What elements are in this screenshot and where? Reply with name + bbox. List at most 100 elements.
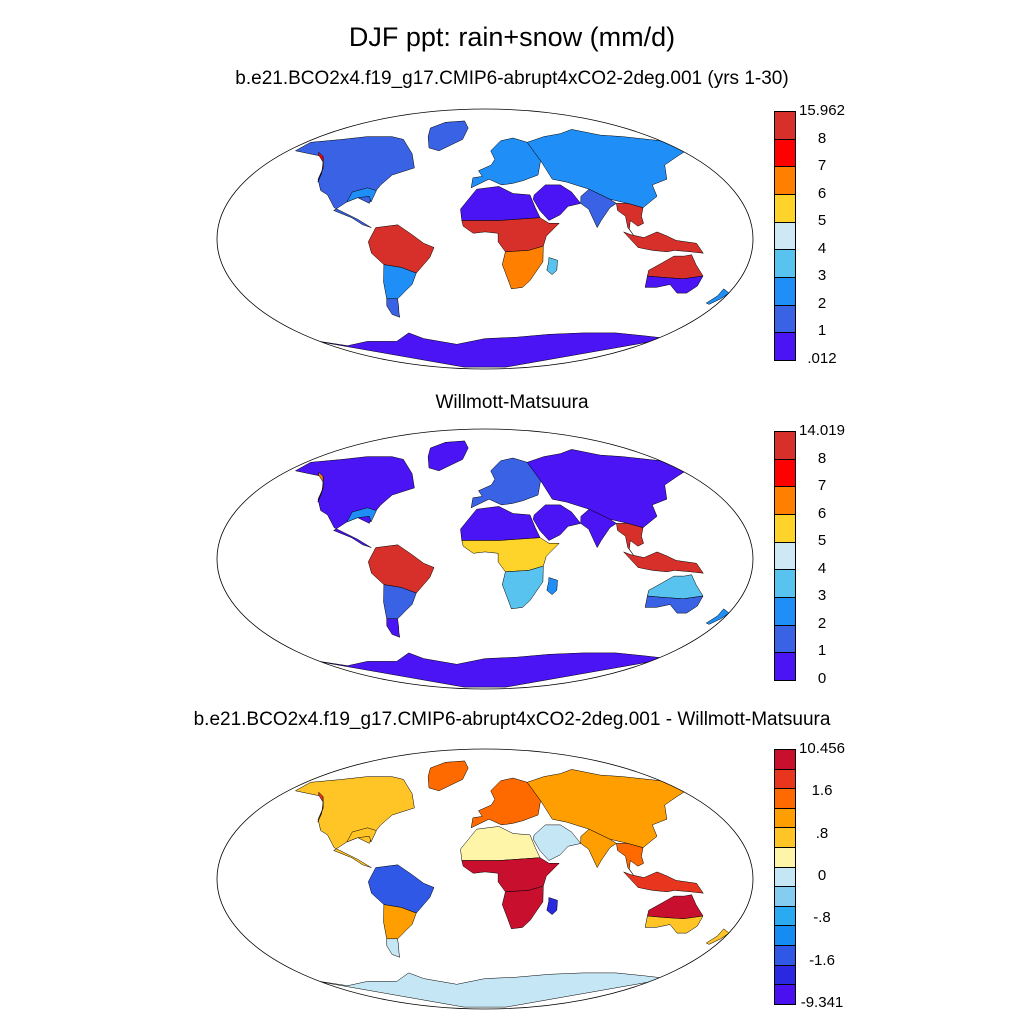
colorbar-label: 5 (817, 532, 827, 550)
colorbar-swatch (775, 569, 795, 598)
region-north-america (295, 456, 415, 548)
colorbar-label: 0 (817, 670, 827, 687)
colorbar-swatch (775, 624, 795, 653)
region-australia-south (644, 275, 704, 294)
region-south-america-south (383, 904, 417, 940)
colorbar-swatch (775, 945, 795, 965)
region-south-america-south (383, 264, 417, 300)
region-madagascar (546, 897, 558, 915)
region-europe (470, 137, 541, 189)
panel-1-title: b.e21.BCO2x4.f19_g17.CMIP6-abrupt4xCO2-2… (235, 68, 789, 89)
colorbar-swatch (775, 541, 795, 570)
region-nw-coast (317, 791, 324, 823)
region-middle-east (532, 184, 581, 221)
region-india (580, 188, 617, 228)
region-greenland (427, 440, 469, 472)
region-southeast-asia (616, 203, 644, 238)
panel-3-title: b.e21.BCO2x4.f19_g17.CMIP6-abrupt4xCO2-2… (193, 709, 831, 730)
colorbar-label: -9.341 (800, 994, 844, 1011)
colorbar-swatch (775, 925, 795, 946)
colorbar-swatch (775, 166, 795, 195)
region-madagascar (546, 577, 558, 595)
map-border (216, 108, 754, 370)
colorbar-label: 1.6 (811, 782, 833, 800)
region-patagonia (386, 938, 401, 958)
region-madagascar (546, 257, 558, 275)
colorbar-label: 3 (817, 267, 827, 285)
colorbar-swatch (775, 807, 795, 828)
region-southeast-asia (616, 523, 644, 558)
colorbar-swatch (775, 886, 795, 906)
region-north-asia (526, 449, 687, 528)
colorbar-label: 14.019 (799, 422, 845, 439)
colorbar-label: 3 (817, 587, 827, 605)
region-gulf-coast (346, 187, 377, 203)
colorbar-swatch (775, 788, 795, 808)
colorbar-swatch (775, 249, 795, 278)
region-southeast-asia (616, 843, 644, 878)
panel-2-map (216, 428, 754, 690)
region-south-america-north (368, 544, 435, 594)
region-south-america-north (368, 224, 435, 274)
colorbar-label: 2 (817, 614, 827, 632)
colorbar-swatch (775, 597, 795, 625)
colorbar-swatch (775, 964, 795, 985)
main-title: DJF ppt: rain+snow (mm/d) (348, 22, 676, 52)
colorbar-swatch (775, 866, 795, 887)
region-north-asia (526, 769, 687, 848)
panel-3-colorbar (774, 749, 796, 1005)
colorbar-label: 5 (817, 212, 827, 230)
region-indonesia (623, 551, 704, 574)
region-antarctica (301, 652, 669, 688)
region-nw-coast (317, 471, 324, 503)
colorbar-label: 10.456 (799, 740, 845, 757)
region-north-america (295, 776, 415, 868)
colorbar-label: .8 (815, 824, 829, 842)
region-antarctica (301, 332, 669, 368)
region-south-america-south (383, 584, 417, 620)
region-indonesia (623, 871, 704, 894)
colorbar-label: 6 (817, 184, 827, 202)
colorbar-label: 7 (817, 477, 827, 495)
colorbar-label: 6 (817, 504, 827, 522)
region-nw-coast (317, 151, 324, 183)
colorbar-swatch (775, 486, 795, 515)
colorbar-swatch (775, 112, 795, 139)
region-antarctica (301, 972, 669, 1008)
panel-2-colorbar (774, 431, 796, 681)
colorbar-swatch (775, 652, 795, 681)
colorbar-swatch (775, 277, 795, 305)
region-patagonia (386, 618, 401, 638)
region-southern-africa (502, 565, 544, 610)
colorbar-swatch (775, 304, 795, 333)
region-greenland (427, 760, 469, 792)
colorbar-label: -.8 (813, 909, 831, 927)
colorbar-swatch (775, 332, 795, 361)
region-south-america-north (368, 864, 435, 914)
region-india (580, 828, 617, 868)
colorbar-label: 15.962 (799, 102, 845, 119)
map-border (216, 748, 754, 1010)
panel-1-map (216, 108, 754, 370)
colorbar-swatch (775, 768, 795, 789)
colorbar-label: -1.6 (809, 951, 835, 969)
colorbar-label: 8 (817, 449, 827, 467)
colorbar-label: .012 (807, 350, 837, 367)
region-greenland (427, 120, 469, 152)
colorbar-label: 0 (817, 867, 827, 884)
colorbar-swatch (775, 432, 795, 459)
colorbar-swatch (775, 905, 795, 926)
colorbar-swatch (775, 514, 795, 542)
colorbar-swatch (775, 827, 795, 848)
colorbar-swatch (775, 847, 795, 867)
colorbar-label: 2 (817, 294, 827, 312)
colorbar-label: 4 (817, 559, 827, 577)
region-southern-africa (502, 885, 544, 930)
region-australia-south (644, 915, 704, 934)
region-gulf-coast (346, 507, 377, 523)
region-india (580, 508, 617, 548)
colorbar-label: 7 (817, 157, 827, 175)
region-north-america (295, 136, 415, 228)
region-southern-africa (502, 245, 544, 290)
colorbar-label: 1 (817, 642, 827, 660)
